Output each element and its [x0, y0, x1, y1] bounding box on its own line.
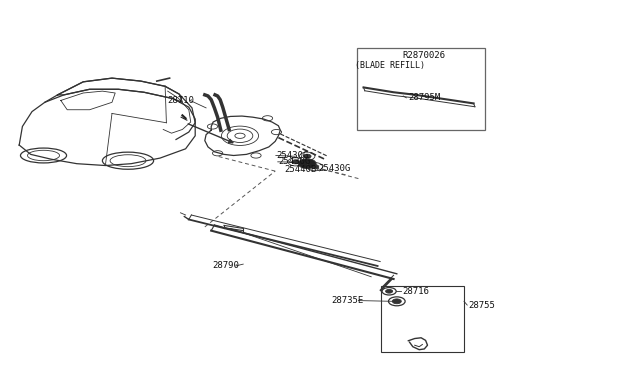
Text: 28790: 28790: [212, 262, 239, 270]
Text: 28795M: 28795M: [408, 93, 440, 102]
Ellipse shape: [311, 164, 319, 169]
Ellipse shape: [303, 154, 311, 158]
Text: 28755: 28755: [468, 301, 495, 310]
Text: 25430G: 25430G: [278, 157, 310, 166]
Bar: [357, 48, 485, 130]
Text: 25430G: 25430G: [276, 151, 308, 160]
Text: 28710: 28710: [168, 96, 195, 105]
Ellipse shape: [392, 299, 401, 304]
Ellipse shape: [298, 159, 316, 169]
Text: 25440B: 25440B: [285, 165, 317, 174]
Text: 25430G: 25430G: [319, 164, 351, 173]
Ellipse shape: [292, 160, 300, 164]
Text: (BLADE REFILL): (BLADE REFILL): [355, 61, 426, 70]
Ellipse shape: [385, 289, 393, 293]
Text: 28735E: 28735E: [332, 296, 364, 305]
Bar: [381, 286, 464, 352]
Text: 28716: 28716: [402, 287, 429, 296]
Text: R2870026: R2870026: [403, 51, 446, 60]
